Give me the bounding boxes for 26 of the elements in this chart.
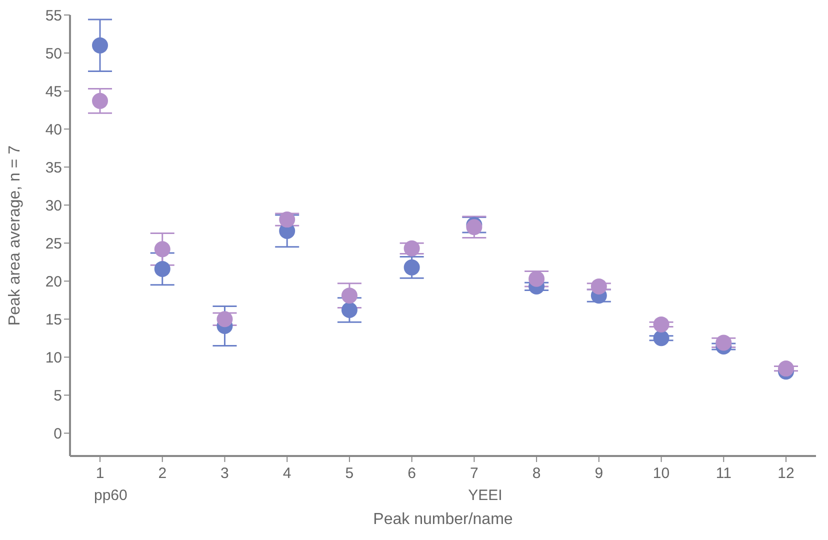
x-tick-label: 12 xyxy=(778,465,794,482)
y-tick-label: 45 xyxy=(45,83,62,100)
y-tick-label: 10 xyxy=(45,349,62,366)
y-tick-label: 35 xyxy=(45,159,62,176)
y-tick-label: 40 xyxy=(45,121,62,138)
x-tick-label: 1 pp60 xyxy=(94,465,128,504)
y-tick-label: 55 xyxy=(45,7,62,24)
x-tick-label: 3 xyxy=(220,465,229,482)
y-tick-label: 25 xyxy=(45,235,62,252)
y-tick-label: 15 xyxy=(45,311,62,328)
y-tick-label: 50 xyxy=(45,45,62,62)
x-tick-label: 11 xyxy=(716,465,732,482)
x-axis-title: Peak number/name xyxy=(373,511,513,528)
x-tick-label: 2 xyxy=(158,465,167,482)
y-axis-title: Peak area average, n = 7 xyxy=(6,145,24,326)
y-tick-label: 30 xyxy=(45,197,62,214)
x-tick-label: 10 xyxy=(652,465,670,482)
y-tick-label: 20 xyxy=(45,273,62,290)
x-tick-label: 8 xyxy=(532,465,541,482)
x-tick-label: 7 YEEI xyxy=(468,465,502,504)
x-tick-label: 9 xyxy=(594,465,604,482)
x-tick-label: 6 xyxy=(408,465,416,482)
y-tick-label: 0 xyxy=(54,426,62,443)
x-tick-label: 4 xyxy=(282,465,292,482)
x-tick-label: 5 xyxy=(345,465,354,482)
y-tick-label: 5 xyxy=(54,387,62,404)
